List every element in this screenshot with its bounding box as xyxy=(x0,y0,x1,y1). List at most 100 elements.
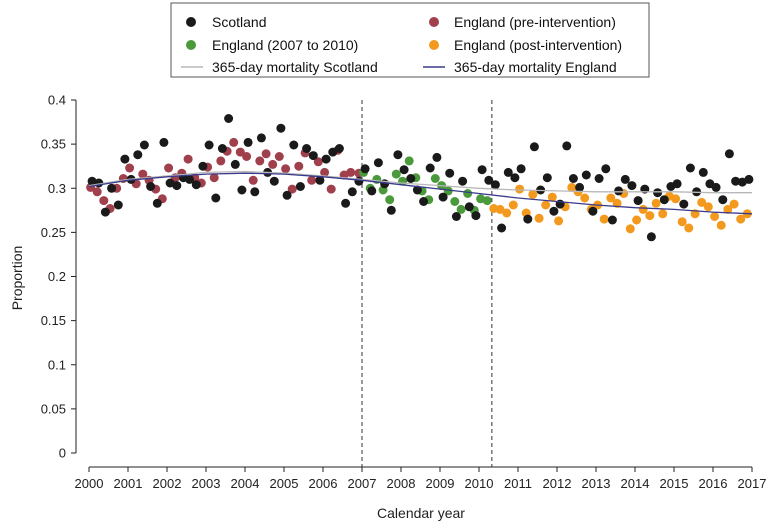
axes: 0 0.05 0.1 0.15 0.2 0.25 0.3 0.35 0.4 2000 2001 200… xyxy=(41,93,767,492)
point-scotland xyxy=(445,168,455,178)
point-england-post-intervention xyxy=(534,213,544,223)
x-tick-label: 2005 xyxy=(270,476,299,491)
point-scotland xyxy=(477,165,487,175)
point-scotland xyxy=(516,164,526,174)
point-scotland xyxy=(724,149,734,159)
point-scotland xyxy=(568,174,578,183)
point-scotland xyxy=(685,163,695,173)
point-england-pre-intervention xyxy=(346,167,356,177)
point-england-pre-intervention xyxy=(307,175,317,185)
point-scotland xyxy=(497,223,507,233)
point-england-pre-intervention xyxy=(99,196,109,206)
point-scotland xyxy=(243,137,253,147)
point-england-pre-intervention xyxy=(274,152,284,161)
point-england-post-intervention xyxy=(671,194,681,204)
point-scotland xyxy=(744,174,754,184)
point-scotland xyxy=(198,161,208,171)
y-tick-label: 0.15 xyxy=(41,313,66,328)
point-england-pre-intervention xyxy=(183,154,193,164)
point-scotland xyxy=(731,176,741,186)
point-scotland xyxy=(269,176,279,186)
point-scotland xyxy=(107,183,117,193)
point-scotland xyxy=(425,163,435,173)
point-scotland xyxy=(360,164,370,174)
point-scotland xyxy=(711,182,721,192)
x-tick-label: 2017 xyxy=(738,476,767,491)
point-scotland xyxy=(230,159,240,169)
x-tick-label: 2001 xyxy=(114,476,143,491)
point-scotland xyxy=(315,175,325,185)
point-england-post-intervention xyxy=(632,215,642,225)
point-england-post-intervention xyxy=(567,182,577,192)
point-england-post-intervention xyxy=(697,197,707,207)
point-scotland xyxy=(653,188,663,198)
point-england-post-intervention xyxy=(528,189,538,199)
point-scotland xyxy=(438,192,448,202)
point-scotland xyxy=(620,174,630,184)
point-england-2007-to-2010 xyxy=(391,169,401,179)
point-scotland xyxy=(607,215,617,225)
point-scotland xyxy=(659,195,669,205)
point-england-pre-intervention xyxy=(216,156,226,166)
point-scotland xyxy=(542,173,552,183)
point-scotland xyxy=(627,181,637,191)
point-scotland xyxy=(679,199,689,209)
point-scotland xyxy=(321,154,331,164)
point-scotland xyxy=(588,206,598,216)
point-england-post-intervention xyxy=(658,209,668,219)
point-scotland xyxy=(393,150,403,160)
point-scotland xyxy=(204,140,214,150)
point-england-post-intervention xyxy=(515,184,525,194)
x-tick-label: 2015 xyxy=(660,476,689,491)
legend-label-england-2007-2010: England (2007 to 2010) xyxy=(212,37,358,53)
data-points xyxy=(86,114,754,242)
x-tick-label: 2010 xyxy=(465,476,494,491)
x-tick-label: 2002 xyxy=(153,476,182,491)
point-scotland xyxy=(217,144,227,153)
point-england-post-intervention xyxy=(736,214,746,224)
point-scotland xyxy=(276,123,286,133)
point-scotland xyxy=(237,185,247,195)
point-scotland xyxy=(672,179,682,189)
x-tick-label: 2011 xyxy=(504,476,532,491)
y-tick-label: 0.35 xyxy=(41,137,66,152)
point-england-pre-intervention xyxy=(281,164,291,174)
legend-marker-england-post xyxy=(429,40,439,50)
point-england-post-intervention xyxy=(638,204,648,214)
point-scotland xyxy=(464,202,474,212)
point-england-pre-intervention xyxy=(255,156,265,166)
point-scotland xyxy=(146,182,156,191)
legend: Scotland England (pre-intervention) Engl… xyxy=(170,2,650,78)
y-axis-title: Proportion xyxy=(9,246,25,311)
point-scotland xyxy=(354,176,364,186)
point-england-pre-intervention xyxy=(326,184,336,194)
point-scotland xyxy=(289,140,299,150)
point-scotland xyxy=(113,200,123,210)
point-england-pre-intervention xyxy=(248,175,258,185)
y-tick-label: 0.2 xyxy=(48,269,66,284)
point-scotland xyxy=(302,144,312,153)
point-scotland xyxy=(152,198,162,208)
legend-label-scotland: Scotland xyxy=(212,14,266,30)
point-england-post-intervention xyxy=(606,193,616,203)
point-england-2007-to-2010 xyxy=(404,156,414,166)
x-tick-label: 2012 xyxy=(543,476,572,491)
y-tick-label: 0 xyxy=(59,446,66,461)
point-scotland xyxy=(347,187,357,197)
point-scotland xyxy=(250,187,260,197)
point-england-pre-intervention xyxy=(138,169,148,179)
point-england-pre-intervention xyxy=(268,159,278,169)
point-scotland xyxy=(406,174,416,183)
point-scotland xyxy=(575,182,585,192)
trend-line-365-day-mortality-scotland xyxy=(88,170,752,194)
point-england-post-intervention xyxy=(729,199,739,209)
x-tick-label: 2000 xyxy=(75,476,104,491)
point-scotland xyxy=(432,152,442,162)
point-england-post-intervention xyxy=(599,214,609,224)
x-tick-label: 2003 xyxy=(192,476,221,491)
point-england-post-intervention xyxy=(625,224,635,234)
y-tick-label: 0.3 xyxy=(48,181,66,196)
point-england-post-intervention xyxy=(508,200,518,210)
point-england-post-intervention xyxy=(684,223,694,233)
